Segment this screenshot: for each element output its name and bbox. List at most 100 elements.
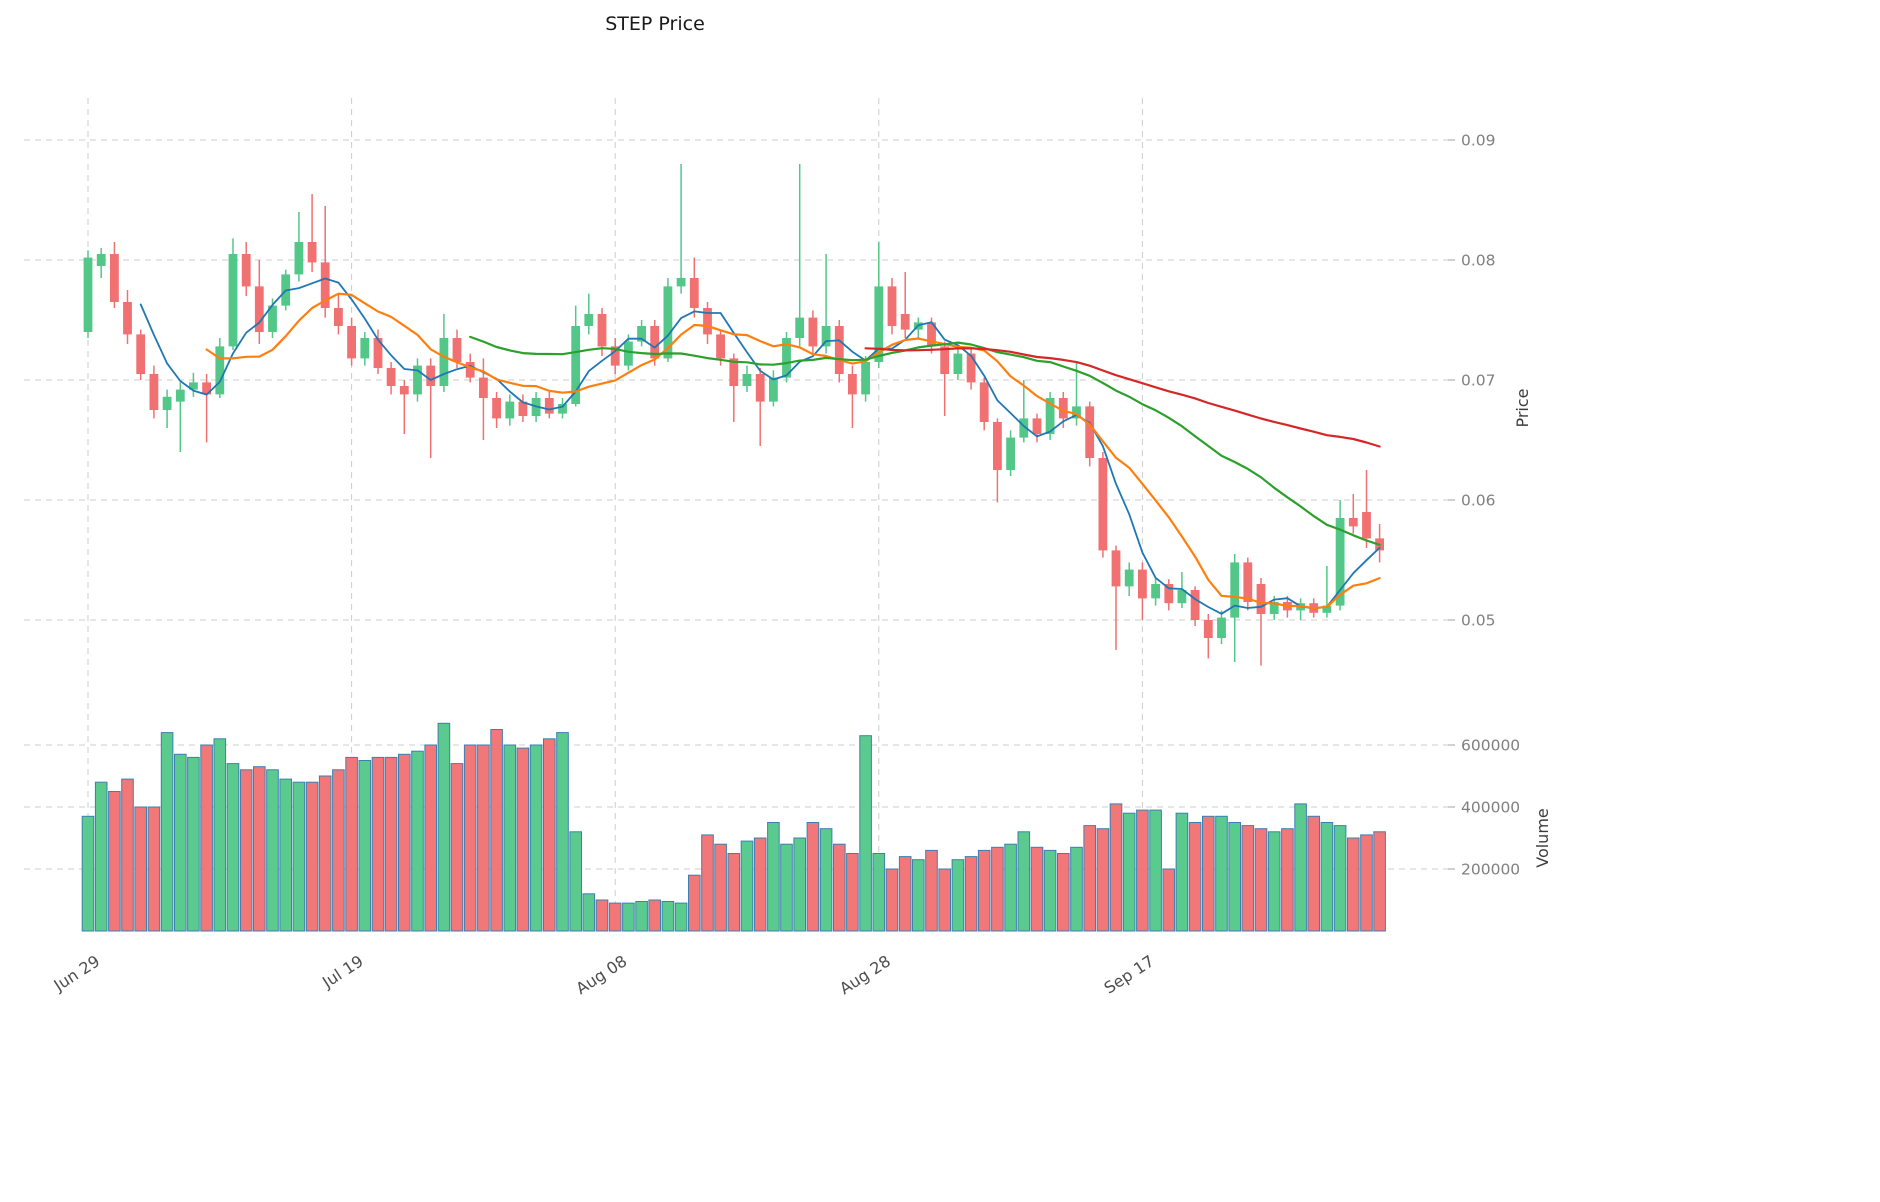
volume-bar	[780, 843, 793, 932]
volume-bar	[1149, 809, 1162, 932]
candle-body	[268, 305, 277, 332]
candle-body	[347, 326, 356, 359]
volume-bar	[187, 756, 200, 932]
chart-title: STEP Price	[605, 13, 705, 35]
candle-body	[360, 338, 370, 359]
candle-body	[162, 396, 172, 410]
candle-body	[650, 326, 660, 359]
volume-bar	[81, 815, 95, 932]
volume-bar	[121, 778, 134, 932]
volume-bar	[1307, 815, 1321, 932]
volume-bar	[912, 859, 925, 932]
volume-bar	[345, 756, 358, 932]
candle-body	[518, 401, 528, 416]
volume-bar	[1294, 803, 1307, 932]
candle-body	[241, 254, 251, 287]
volume-bar	[384, 756, 398, 932]
volume-bar	[793, 837, 807, 932]
candle-body	[874, 286, 884, 362]
volume-bar	[688, 874, 701, 932]
candle-body	[1269, 602, 1279, 614]
price-tick-label: 0.07	[1461, 372, 1496, 390]
volume-bar	[991, 846, 1004, 932]
volume-bar	[543, 738, 556, 932]
candle-body	[479, 377, 488, 398]
moving-average-lines	[139, 277, 1381, 615]
volume-bar	[477, 744, 490, 932]
candle-body	[1085, 406, 1095, 458]
candle-body	[1164, 584, 1174, 604]
candle-body	[953, 353, 963, 374]
volume-bar	[463, 744, 477, 932]
candle-body	[228, 254, 238, 347]
volume-bar	[226, 763, 240, 932]
candle-body	[927, 322, 936, 347]
candle-body	[492, 398, 501, 419]
volume-bar	[503, 744, 517, 932]
candle-body	[1362, 512, 1371, 539]
volume-bar	[398, 753, 411, 932]
candle-body	[610, 346, 620, 366]
candle-body	[373, 338, 383, 368]
volume-bar	[1017, 831, 1031, 932]
volume-bar	[147, 806, 161, 932]
candle-body	[175, 389, 185, 402]
volume-bar	[490, 729, 503, 932]
candle-body	[729, 358, 739, 386]
x-tick-label: Sep 17	[1101, 951, 1158, 997]
volume-bar	[1241, 825, 1255, 932]
volume-bar	[977, 849, 991, 932]
candle-body	[1217, 617, 1226, 638]
volume-bar	[964, 856, 978, 932]
volume-bar	[727, 853, 741, 932]
volume-bar	[767, 822, 780, 932]
candle-body	[386, 368, 396, 386]
candle-body	[1322, 605, 1332, 613]
candle-body	[676, 278, 686, 287]
x-tick-label: Aug 28	[836, 951, 894, 998]
price-tick-label: 0.05	[1461, 612, 1496, 630]
ma-line-60	[864, 347, 1381, 448]
candle-body	[1058, 398, 1068, 419]
volume-bar	[740, 840, 754, 932]
volume-bar	[1215, 815, 1228, 932]
volume-bar	[1202, 815, 1215, 932]
candle-body	[123, 302, 132, 335]
candle-body	[1348, 518, 1358, 527]
volume-bar	[424, 744, 437, 932]
candle-body	[215, 346, 225, 395]
candle-body	[716, 334, 725, 359]
candle-body	[769, 377, 778, 402]
volume-bar	[1333, 825, 1347, 932]
price-tick-label: 0.06	[1461, 492, 1496, 510]
volume-bar	[1004, 843, 1017, 932]
candle-body	[861, 362, 870, 395]
volume-bar	[1109, 803, 1123, 932]
candle-body	[136, 334, 146, 374]
price-tick-label: 0.09	[1461, 132, 1496, 150]
volume-bar	[1136, 809, 1149, 932]
x-tick-label: Jun 29	[50, 951, 104, 995]
volume-bar	[1070, 846, 1083, 932]
candle-body	[426, 365, 436, 386]
volume-tick-label: 600000	[1461, 737, 1520, 755]
volume-bar	[833, 843, 846, 932]
volume-bar	[1096, 828, 1110, 932]
candle-body	[782, 338, 791, 378]
volume-bar	[1122, 812, 1136, 932]
candle-body	[887, 286, 897, 326]
candle-body	[149, 374, 159, 410]
volume-bar	[292, 781, 306, 932]
volume-bar	[1267, 831, 1281, 932]
candle-body	[742, 374, 752, 386]
volume-bar	[1043, 849, 1057, 932]
volume-tick-label: 400000	[1461, 799, 1520, 817]
volume-bar	[1360, 834, 1373, 932]
candle-body	[755, 374, 765, 402]
volume-bar	[200, 744, 213, 932]
volume-bar	[134, 806, 147, 932]
volume-bar	[569, 831, 583, 932]
volume-bar	[94, 781, 108, 932]
candle-body	[993, 422, 1002, 470]
